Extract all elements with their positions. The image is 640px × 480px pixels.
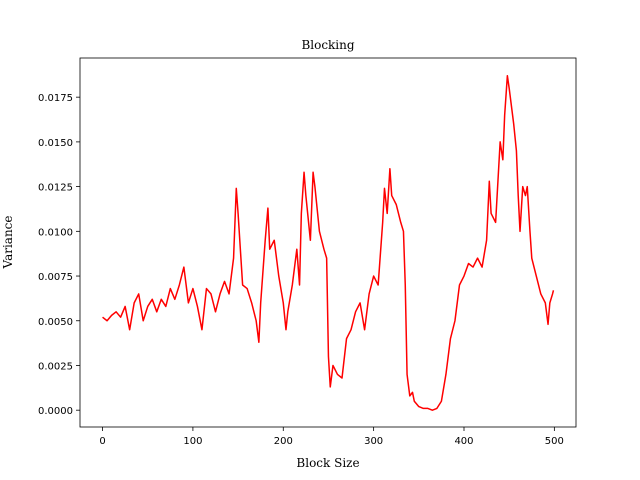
plot-frame xyxy=(79,57,577,428)
data-line xyxy=(102,74,555,411)
x-axis-label: Block Size xyxy=(296,456,359,470)
x-tick-label: 500 xyxy=(545,436,564,447)
y-tick-label: 0.0150 xyxy=(38,138,73,149)
y-tick-label: 0.0050 xyxy=(38,317,73,328)
y-axis-label: Variance xyxy=(1,216,15,270)
y-tick-label: 0.0000 xyxy=(38,406,73,417)
y-tick-label: 0.0175 xyxy=(38,93,73,104)
y-tick-label: 0.0025 xyxy=(38,361,73,372)
y-tick-label: 0.0100 xyxy=(38,227,73,238)
chart-title: Blocking xyxy=(301,38,354,52)
x-tick-label: 400 xyxy=(454,436,473,447)
y-tick-label: 0.0075 xyxy=(38,272,73,283)
x-tick-label: 100 xyxy=(183,436,202,447)
y-tick-label: 0.0125 xyxy=(38,183,73,194)
x-tick-label: 300 xyxy=(364,436,383,447)
x-tick-label: 200 xyxy=(274,436,293,447)
x-tick-label: 0 xyxy=(99,436,105,447)
